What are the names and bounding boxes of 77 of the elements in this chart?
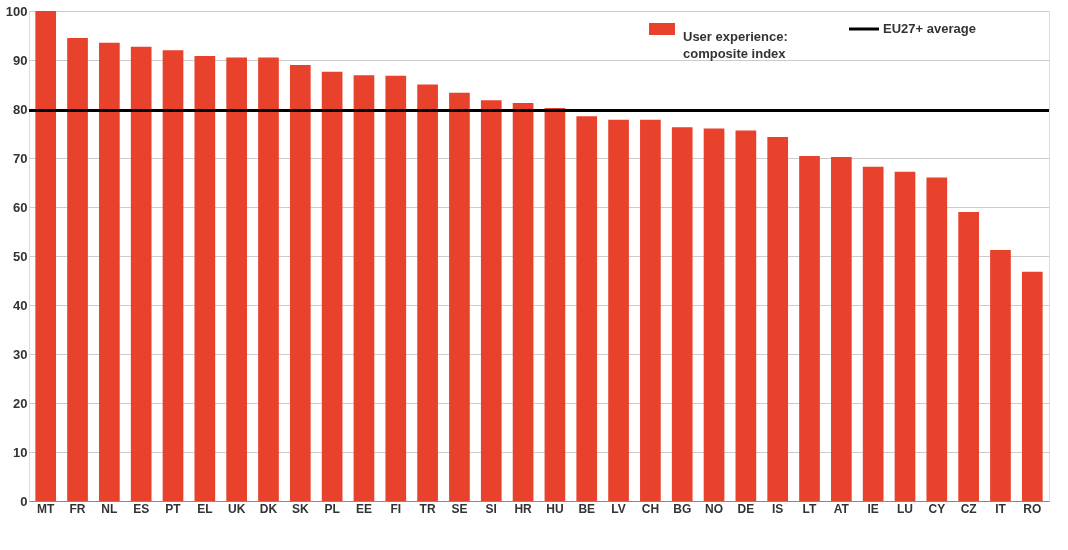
bar — [799, 156, 820, 501]
x-tick-label: HR — [514, 501, 533, 516]
x-tick-label: SK — [291, 501, 309, 516]
x-tick-label: CY — [928, 501, 946, 516]
x-tick-label: PT — [165, 501, 182, 516]
y-tick-label: 10 — [13, 444, 28, 460]
bar — [926, 177, 948, 501]
bar — [194, 56, 216, 501]
x-tick-label: HU — [546, 501, 564, 516]
x-tick-label: IS — [772, 501, 784, 516]
x-tick-label: LU — [896, 501, 913, 516]
bar — [671, 127, 693, 501]
legend-label: EU27+ average — [883, 21, 976, 36]
x-tick-label: UK — [227, 501, 246, 516]
x-tick-label: NL — [101, 501, 118, 516]
x-tick-label: SE — [451, 501, 468, 516]
bar — [449, 92, 470, 501]
x-tick-label: BE — [578, 501, 596, 516]
bar — [608, 119, 629, 501]
bar — [385, 75, 407, 501]
x-tick-label: IT — [995, 501, 1007, 516]
x-tick-label: SI — [485, 501, 497, 516]
x-tick-label: FI — [390, 501, 402, 516]
y-tick-label: 0 — [20, 493, 28, 509]
bar — [99, 42, 120, 501]
x-tick-label: ES — [133, 501, 150, 516]
bar — [862, 166, 884, 501]
x-tick-label: MT — [37, 501, 56, 516]
y-tick-label: 60 — [13, 199, 28, 215]
bar — [512, 103, 534, 501]
x-tick-label: LV — [611, 501, 626, 516]
x-tick-label: DK — [259, 501, 278, 516]
bar — [480, 100, 502, 501]
x-tick-label: RO — [1023, 501, 1042, 516]
bar — [417, 84, 438, 501]
bar — [735, 130, 757, 501]
x-tick-label: EL — [197, 501, 213, 516]
y-tick-label: 90 — [13, 52, 28, 68]
bar — [767, 136, 789, 501]
x-tick-label: NO — [705, 501, 724, 516]
y-tick-label: 100 — [5, 3, 28, 19]
bar — [130, 46, 152, 501]
x-tick-label: IE — [867, 501, 879, 516]
bar — [67, 37, 88, 501]
bar — [958, 211, 979, 501]
bar — [353, 75, 375, 501]
x-tick-label: CH — [641, 501, 660, 516]
bar — [640, 119, 661, 501]
bar — [226, 57, 247, 501]
x-tick-label: EE — [355, 501, 372, 516]
bar — [35, 11, 57, 501]
x-tick-label: CZ — [960, 501, 977, 516]
bar — [1021, 271, 1043, 501]
x-tick-label: BG — [673, 501, 692, 516]
bar — [321, 71, 343, 501]
bar — [258, 57, 279, 501]
bar — [162, 50, 184, 501]
bar — [831, 157, 852, 501]
bar — [544, 108, 566, 501]
x-tick-label: FR — [69, 501, 86, 516]
legend-label: User experience: composite index — [683, 29, 788, 61]
x-tick-label: DE — [737, 501, 755, 516]
y-tick-label: 20 — [13, 395, 28, 411]
bar — [894, 171, 916, 501]
y-tick-label: 70 — [13, 150, 28, 166]
x-tick-label: PL — [324, 501, 340, 516]
bar — [990, 250, 1011, 501]
y-tick-label: 50 — [13, 248, 28, 264]
y-tick-label: 30 — [13, 346, 28, 362]
bar — [289, 64, 311, 501]
bar — [576, 116, 598, 501]
x-tick-label: AT — [833, 501, 850, 516]
y-tick-label: 40 — [13, 297, 28, 313]
x-tick-label: TR — [419, 501, 436, 516]
bar — [703, 128, 725, 501]
y-tick-label: 80 — [13, 101, 28, 117]
x-tick-label: LT — [802, 501, 818, 516]
